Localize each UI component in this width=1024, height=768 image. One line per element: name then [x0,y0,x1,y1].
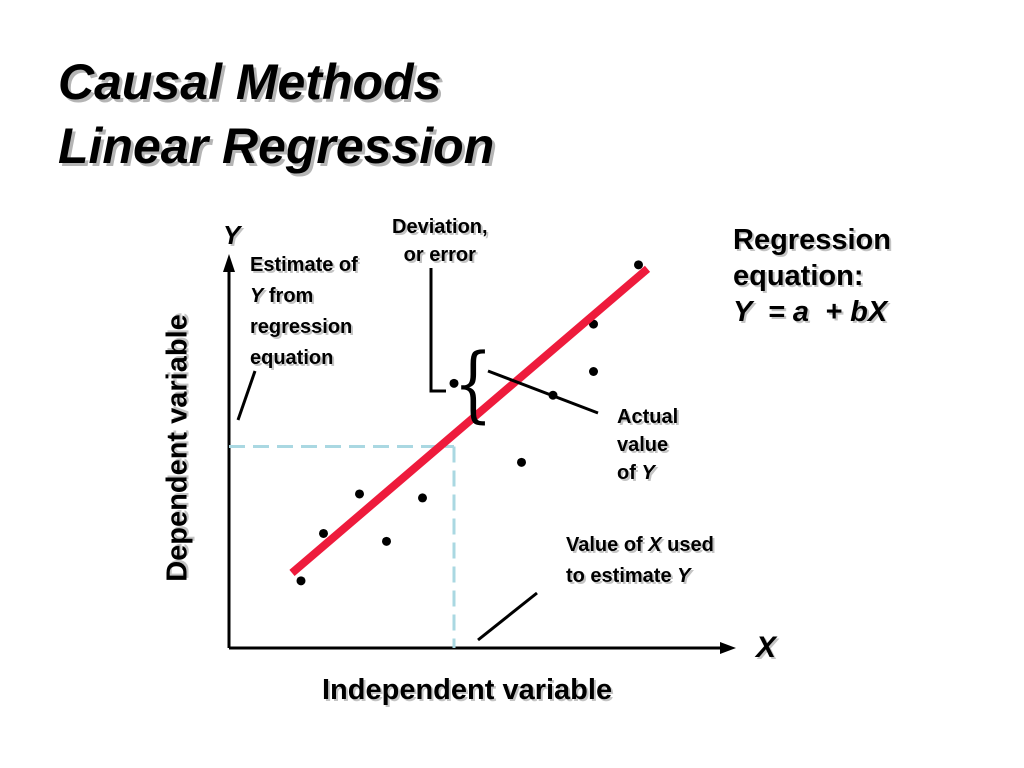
title-line-1: Causal Methods [58,54,442,110]
valuex-line-2: to estimate Y [566,561,714,592]
regression-line [289,265,651,576]
deviation-line-2: or error [403,244,476,266]
regression-equation-annotation: Regression equation: Y = a + bX [733,222,891,330]
data-point [296,576,306,586]
estimate-line-1: Estimate of [250,254,358,276]
data-point [355,489,364,499]
y-axis-arrowhead [223,254,235,272]
x-axis-label: Independent variable [322,674,613,706]
data-point [634,260,643,270]
estimate-line-2: Y from [250,281,358,312]
estimate-line-4: equation [250,347,334,369]
actual-value-annotation: Actual value of Y [617,403,678,487]
estimate-annotation: Estimate of Y from regression equation [250,250,358,374]
data-point [449,378,459,388]
slide-title: Causal Methods Linear Regression [58,50,494,178]
estimate-line-3: regression [250,316,353,338]
data-points [296,260,643,586]
x-axis-letter: X [756,631,777,664]
valuex-pre: Value of [566,534,649,556]
valuex-line-1: Value of X used [566,530,714,561]
data-point [319,528,328,538]
actual-line-3: of Y [617,459,678,487]
deviation-callout-line [429,268,446,393]
data-point [589,367,598,376]
valuex-mid: used [661,534,714,556]
estimate-from: from [263,285,314,307]
data-point [517,457,526,467]
regression-line-1: Regression [733,224,891,256]
regression-line-2: equation: [733,260,864,292]
value-of-x-annotation: Value of X used to estimate Y [566,530,714,592]
actual-var-y: Y [641,462,655,484]
actual-line-2: value [617,434,669,456]
deviation-annotation: Deviation, or error [392,213,488,269]
value-x-callout-line [477,591,538,642]
valuex-var-x: X [648,534,662,556]
data-point [418,493,427,503]
x-axis-arrowhead [720,642,736,654]
y-axis-label: Dependent variable [161,314,194,582]
data-point [382,536,391,546]
regression-formula: Y = a + bX [733,296,888,328]
estimate-var-y: Y [250,285,264,307]
valuex-var-y: Y [677,565,691,587]
title-line-2: Linear Regression [58,118,495,174]
deviation-brace: { [453,337,493,432]
valuex-line2-pre: to estimate [566,565,678,587]
actual-line-1: Actual [617,406,679,428]
y-axis-letter: Y [223,220,241,250]
estimate-callout-line [236,370,257,421]
actual-callout-line [487,369,599,415]
actual-of: of [617,462,642,484]
deviation-line-1: Deviation, [392,216,488,238]
